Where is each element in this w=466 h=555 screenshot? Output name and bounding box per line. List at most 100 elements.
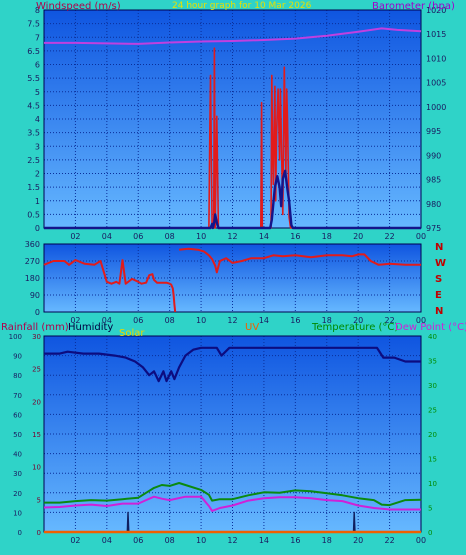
wind-direction-line [178, 247, 421, 274]
rainfall-y-tick-label: 20 [32, 398, 41, 406]
barometer-y-tick-label: 985 [426, 176, 441, 185]
x-tick-label: 12 [227, 316, 237, 325]
temperature-y-tick-label: 5 [428, 505, 432, 513]
temperature-y-tick-label: 0 [428, 529, 432, 537]
direction-y-tick-label: 270 [25, 257, 40, 266]
x-tick-label: 14 [259, 232, 269, 241]
humidity-y-tick-label: 30 [13, 470, 22, 478]
barometer-axis-label: Barometer (hpa) [372, 1, 455, 12]
barometer-line [44, 27, 422, 45]
barometer-y-tick-label: 1010 [426, 54, 446, 63]
temperature-panel-background [44, 336, 421, 532]
wind-y-tick-label: 3.5 [27, 129, 40, 138]
wind-y-tick-label: 0.5 [27, 210, 40, 219]
temperature-y-tick-label: 30 [428, 382, 437, 390]
x-tick-label: 06 [133, 232, 143, 241]
barometer-y-tick-label: 995 [426, 127, 441, 136]
x-tick-label: 04 [102, 316, 112, 325]
x-tick-label: 08 [165, 536, 175, 545]
wind-y-tick-label: 5.5 [27, 74, 40, 83]
x-tick-label: 08 [165, 316, 175, 325]
humidity-legend-label: Humidity [68, 322, 113, 333]
temperature-line [44, 482, 422, 507]
direction-letter: N [435, 306, 443, 317]
wind-y-tick-label: 5 [35, 88, 40, 97]
temperature-y-tick-label: 10 [428, 480, 437, 488]
rainfall-y-tick-label: 0 [37, 529, 41, 537]
humidity-y-tick-label: 90 [13, 353, 22, 361]
direction-y-tick-label: 0 [35, 308, 40, 317]
direction-letter: W [435, 258, 446, 269]
x-tick-label: 02 [70, 316, 80, 325]
x-tick-label: 02 [70, 232, 80, 241]
x-tick-label: 18 [322, 316, 332, 325]
wind-y-tick-label: 3 [35, 142, 40, 151]
x-tick-label: 20 [353, 536, 363, 545]
barometer-y-tick-label: 1000 [426, 103, 446, 112]
barometer-y-tick-label: 1005 [426, 79, 446, 88]
direction-panel-grid [44, 243, 422, 313]
x-tick-label: 16 [290, 316, 300, 325]
x-tick-label: 00 [416, 536, 426, 545]
temperature-y-tick-label: 20 [428, 431, 437, 439]
x-tick-label: 20 [353, 232, 363, 241]
x-tick-label: 18 [322, 232, 332, 241]
x-tick-label: 00 [416, 232, 426, 241]
x-tick-label: 12 [227, 232, 237, 241]
barometer-y-tick-label: 980 [426, 200, 441, 209]
temperature-y-tick-label: 25 [428, 407, 437, 415]
wind-y-tick-label: 0 [35, 224, 40, 233]
barometer-y-tick-label: 1015 [426, 30, 446, 39]
x-tick-label: 14 [259, 536, 269, 545]
barometer-y-tick-label: 990 [426, 151, 441, 160]
direction-letter: N [435, 242, 443, 253]
humidity-y-tick-label: 10 [13, 509, 22, 517]
wind-y-tick-label: 7 [35, 33, 40, 42]
x-tick-label: 08 [165, 232, 175, 241]
x-tick-label: 04 [102, 232, 112, 241]
rainfall-y-tick-label: 5 [37, 496, 41, 504]
temperature-legend-label: Temperature (°C) [311, 322, 398, 333]
humidity-y-tick-label: 20 [13, 490, 22, 498]
direction-y-tick-label: 360 [25, 240, 40, 249]
temperature-y-tick-label: 40 [428, 333, 437, 341]
uv-legend-label: UV [245, 322, 259, 333]
solar-legend-label: Solar [119, 328, 145, 339]
x-tick-label: 02 [70, 536, 80, 545]
wind-panel-grid [44, 9, 422, 229]
wind-y-tick-label: 6.5 [27, 47, 40, 56]
x-tick-label: 16 [290, 232, 300, 241]
x-tick-label: 10 [196, 232, 206, 241]
temperature-y-tick-label: 15 [428, 456, 437, 464]
direction-panel-frame [43, 243, 422, 313]
direction-y-tick-label: 180 [25, 274, 40, 283]
x-tick-label: 10 [196, 316, 206, 325]
wind-y-tick-label: 2 [35, 170, 40, 179]
wind-y-tick-label: 8 [35, 6, 40, 15]
humidity-y-tick-label: 0 [18, 529, 22, 537]
rainfall-y-tick-label: 10 [32, 464, 41, 472]
wind-y-tick-label: 1 [35, 197, 40, 206]
x-tick-label: 22 [384, 232, 394, 241]
humidity-line [44, 346, 421, 383]
humidity-y-tick-label: 70 [13, 392, 22, 400]
wind-y-tick-label: 4 [35, 115, 40, 124]
x-tick-label: 12 [227, 536, 237, 545]
x-tick-label: 14 [259, 316, 269, 325]
humidity-y-tick-label: 40 [13, 451, 22, 459]
graph-title: 24 hour graph for 10 Mar 2026 [172, 1, 312, 11]
x-tick-label: 22 [384, 316, 394, 325]
wind-axis-label: Windspeed (m/s) [36, 1, 121, 12]
direction-letter: E [435, 290, 442, 301]
humidity-y-tick-label: 100 [9, 333, 22, 341]
humidity-y-tick-label: 50 [13, 431, 22, 439]
x-tick-label: 00 [416, 316, 426, 325]
wind-y-tick-label: 2.5 [27, 156, 40, 165]
x-tick-label: 04 [102, 536, 112, 545]
direction-letter: S [435, 274, 442, 285]
dew-point-line [43, 495, 421, 512]
wind-y-tick-label: 4.5 [27, 101, 40, 110]
wind-average-line [44, 169, 421, 230]
barometer-y-tick-label: 1020 [426, 6, 446, 15]
